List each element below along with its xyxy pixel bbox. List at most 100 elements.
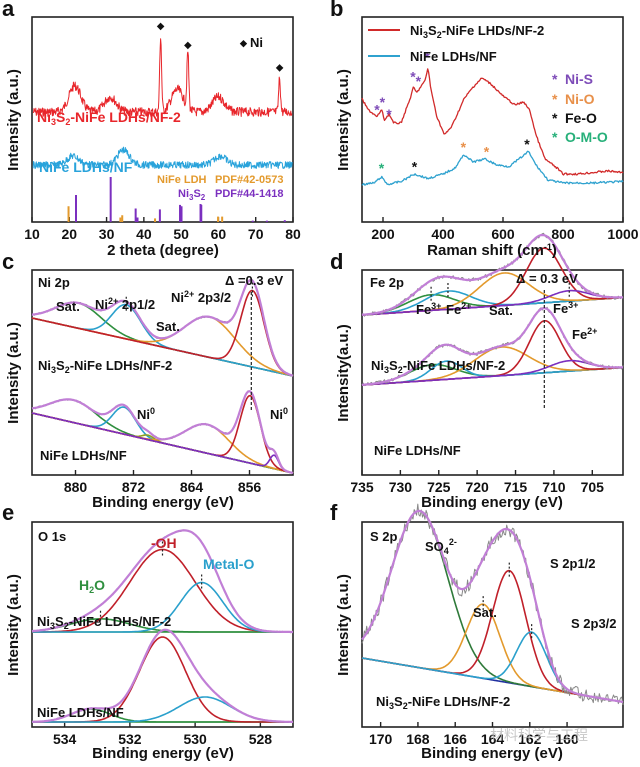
- c-label-sat1: Sat.: [56, 299, 80, 314]
- x-tick-label-e: 530: [183, 731, 207, 747]
- x-tick-label-f: 162: [518, 731, 542, 747]
- panel-a: a Intensity (a.u.) 2 theta (degree) ◆ Ni…: [2, 0, 284, 259]
- raman-series-nife: [361, 150, 624, 186]
- x-tick-label-a: 10: [24, 226, 40, 242]
- e-sample-label-ni3s2: Ni3S2-NiFe LDHs/NF-2: [37, 614, 171, 631]
- a-legend-ni: Ni: [250, 35, 263, 50]
- panel-letter-c: c: [2, 249, 14, 274]
- watermark: 材料科学与工程: [490, 727, 588, 743]
- c-label-ni2-2p12: Ni2+ 2p1/2: [95, 296, 155, 312]
- x-tick-label-a: 40: [136, 226, 152, 242]
- x-tick-label-d: 735: [350, 479, 374, 495]
- plot-frame-e: [31, 521, 294, 728]
- raman-peak-star-ni-s: *: [424, 49, 430, 65]
- raman-peak-star-o-m-o: *: [379, 160, 385, 176]
- raman-peak-star-fe-o: *: [524, 136, 530, 152]
- x-tick-label-b: 400: [431, 226, 455, 242]
- x-tick-label-e: 532: [118, 731, 142, 747]
- panel-letter-d: d: [330, 249, 343, 274]
- c-sample-label-nife: NiFe LDHs/NF: [40, 448, 127, 463]
- plot-frame-d: [361, 269, 624, 476]
- xps-envelope-d: [361, 307, 623, 386]
- c-sample-label-ni3s2: Ni3S2-NiFe LDHs/NF-2: [38, 358, 172, 375]
- a-legend-ni-marker: ◆: [239, 38, 248, 48]
- xps-component-f: [361, 631, 624, 703]
- xps-envelope-e: [31, 628, 293, 723]
- b-key-feo: Fe-O: [565, 110, 597, 126]
- d-label-fe2-left: Fe2+: [446, 301, 471, 317]
- c-inner-title: Ni 2p: [38, 275, 70, 290]
- x-tick-label-d: 720: [465, 479, 489, 495]
- panel-letter-a: a: [2, 0, 15, 21]
- c-label-ni2-2p32: Ni2+ 2p3/2: [171, 289, 231, 305]
- b-key-nis: Ni-S: [565, 71, 593, 87]
- xps-envelope-e: [31, 529, 293, 634]
- d-sample-label-ni3s2: Ni3S2-NiFe LDHs/NF-2: [371, 358, 505, 375]
- x-tick-label-e: 534: [53, 731, 77, 747]
- x-tick-label-e: 528: [249, 731, 273, 747]
- raman-peak-star-ni-o: *: [461, 139, 467, 155]
- x-tick-label-c: 880: [64, 479, 88, 495]
- x-tick-label-a: 20: [61, 226, 77, 242]
- xps-component-d: [361, 359, 623, 386]
- x-tick-label-a: 80: [285, 226, 301, 242]
- raman-peak-star-ni-o: *: [484, 144, 490, 160]
- x-tick-label-d: 725: [427, 479, 451, 495]
- xrd-series-ni3s2: [32, 38, 293, 117]
- x-tick-label-c: 864: [180, 479, 204, 495]
- e-inner-title: O 1s: [38, 529, 66, 544]
- x-tick-label-b: 600: [491, 226, 515, 242]
- f-label-so4: SO42-: [425, 537, 457, 556]
- panel-f: f Intensity (a.u.) Binding energy (eV) S…: [330, 500, 617, 762]
- d-label-fe3-left: Fe3+: [416, 301, 441, 317]
- ni-peak-marker: ◆: [276, 62, 284, 73]
- b-key-star-nis: *: [552, 71, 558, 87]
- a-series-label-ni3s2: Ni3S2-NiFe LDHs/NF-2: [37, 109, 181, 127]
- xps-envelope-f: [361, 509, 624, 704]
- b-key-omo: O-M-O: [565, 129, 608, 145]
- b-ylabel: Intensity (a.u.): [335, 69, 352, 171]
- ni-peak-marker: ◆: [157, 21, 165, 32]
- x-tick-label-a: 70: [248, 226, 264, 242]
- a-ref1-card: PDF#42-0573: [215, 174, 284, 186]
- d-inner-title: Fe 2p: [370, 275, 404, 290]
- c-label-sat2: Sat.: [156, 319, 180, 334]
- plot-frame-a: [31, 16, 294, 223]
- c-label-ni0-left: Ni0: [137, 406, 155, 422]
- raman-peak-star-ni-s: *: [380, 94, 386, 110]
- x-tick-label-f: 164: [481, 731, 505, 747]
- c-label-ni0-right: Ni0: [270, 406, 288, 422]
- x-tick-label-a: 50: [173, 226, 189, 242]
- a-xlabel: 2 theta (degree): [107, 242, 219, 259]
- d-label-sat: Sat.: [489, 303, 513, 318]
- a-ylabel: Intensity (a.u.): [5, 69, 22, 171]
- f-ylabel: Intensity (a.u.): [335, 574, 352, 676]
- x-tick-label-f: 166: [444, 731, 468, 747]
- e-ylabel: Intensity (a.u.): [5, 574, 22, 676]
- b-key-star-feo: *: [552, 110, 558, 126]
- panel-letter-e: e: [2, 500, 14, 525]
- x-tick-label-f: 168: [406, 731, 430, 747]
- d-xlabel: Binding energy (eV): [421, 494, 563, 511]
- x-tick-label-f: 170: [369, 731, 393, 747]
- a-ref2-name: Ni3S2: [178, 188, 206, 202]
- d-sample-label-nife: NiFe LDHs/NF: [374, 443, 461, 458]
- c-xlabel: Binding energy (eV): [92, 494, 234, 511]
- panel-c: c Intensity (a.u.) Binding energy (eV) N…: [2, 249, 288, 511]
- f-sample-label-ni3s2: Ni3S2-NiFe LDHs/NF-2: [376, 694, 510, 711]
- f-xlabel: Binding energy (eV): [421, 745, 563, 762]
- panel-d: d Intensity(a.u.) Binding energy (eV) Fe…: [330, 249, 597, 511]
- xps-envelope-c: [31, 390, 294, 475]
- panel-e: e Intensity (a.u.) Binding energy (eV) O…: [2, 500, 254, 762]
- x-tick-label-c: 856: [238, 479, 262, 495]
- xps-component-f: [361, 569, 624, 703]
- x-tick-label-b: 800: [551, 226, 575, 242]
- raman-peak-star-ni-s: *: [386, 106, 392, 122]
- a-ref1-name: NiFe LDH: [157, 174, 207, 186]
- f-label-sat: Sat.: [473, 605, 497, 620]
- b-legend-ni3s2: Ni3S2-NiFe LHDs/NF-2: [410, 23, 544, 40]
- plot-frame-c: [31, 269, 294, 476]
- raman-peak-star-ni-s: *: [410, 69, 416, 85]
- xps-component-e: [32, 581, 293, 633]
